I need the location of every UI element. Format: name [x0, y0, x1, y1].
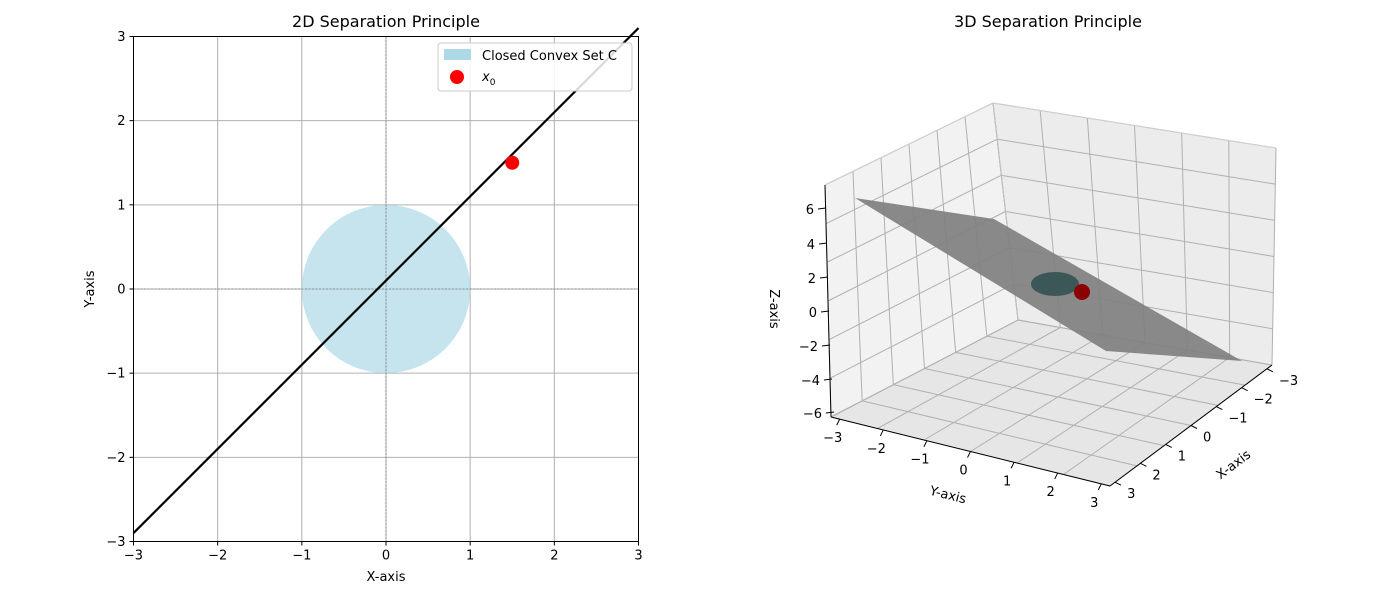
y3d-tick-mark — [923, 440, 928, 447]
z-tick-mark — [820, 310, 830, 313]
left-x-axis-label: X-axis — [367, 570, 406, 585]
left-x-ticks: −3 −2 −1 0 1 2 3 — [124, 541, 643, 564]
y3d-tick-label: 1 — [1003, 474, 1011, 489]
y-tick-label: −2 — [106, 451, 125, 466]
legend: Closed Convex Set C x0 — [437, 42, 633, 92]
x3d-tick-label: 0 — [1203, 431, 1211, 446]
right-pane-grid-line — [1228, 140, 1231, 358]
z-tick-label: −2 — [799, 340, 818, 355]
y3d-tick-mark — [1010, 462, 1015, 469]
x3d-tick-label: −2 — [1254, 393, 1273, 408]
right-y-ticks: −3 −2 −1 0 1 2 3 — [823, 418, 1102, 511]
z-tick-mark — [825, 411, 835, 414]
z-axis-label: Z-axis — [766, 289, 781, 329]
z-tick-mark — [817, 207, 827, 210]
z-tick-mark — [823, 378, 833, 381]
right-chart-title: 3D Separation Principle — [954, 12, 1142, 31]
x-tick-label: −1 — [292, 549, 311, 564]
y3d-tick-label: 2 — [1047, 485, 1055, 500]
left-chart: 2D Separation Principle −3 −2 −1 0 1 2 3 −3−2−… — [83, 12, 643, 585]
legend-swatch-convex-set — [444, 49, 471, 60]
z-tick-label: 4 — [807, 238, 815, 253]
x3d-tick-label: 1 — [1178, 449, 1186, 464]
y-tick-label: −1 — [106, 367, 125, 382]
y-tick-label: 1 — [117, 198, 125, 213]
x3d-tick-mark — [1216, 406, 1223, 411]
separating-line — [132, 27, 640, 534]
legend-label-convex-set: Closed Convex Set C — [482, 49, 617, 64]
point-x0-3d — [1074, 284, 1090, 300]
left-zero-lines — [133, 36, 639, 542]
floor-pane — [831, 320, 1272, 486]
left-chart-title: 2D Separation Principle — [292, 12, 480, 31]
z-tick-mark — [818, 242, 828, 245]
x3d-tick-mark — [1165, 443, 1172, 448]
x-tick-label: 2 — [550, 549, 558, 564]
z-tick-mark — [819, 276, 829, 279]
right-z-ticks: −6 −4 −2 0 2 4 6 — [799, 203, 835, 422]
y-axis-label-3d: Y-axis — [927, 484, 968, 508]
y3d-tick-mark — [836, 418, 841, 426]
x3d-tick-mark — [1114, 481, 1122, 486]
x3d-tick-label: 3 — [1127, 487, 1135, 502]
legend-label-x0: x0 — [481, 70, 496, 88]
z-axis-line — [824, 184, 832, 418]
left-y-axis-label: Y-axis — [83, 270, 98, 308]
x-axis-label-3d: X-axis — [1214, 447, 1254, 483]
x3d-tick-mark — [1241, 387, 1248, 392]
z-tick-label: −4 — [801, 374, 820, 389]
z-tick-label: 6 — [806, 203, 814, 218]
x3d-tick-mark — [1190, 425, 1198, 429]
y-tick-label: 0 — [117, 283, 125, 298]
legend-marker-x0 — [450, 70, 464, 84]
x3d-tick-label: 2 — [1152, 468, 1160, 483]
z-tick-mark — [821, 344, 831, 347]
y3d-tick-label: −2 — [867, 442, 886, 457]
back-left-pane — [825, 103, 1018, 417]
x3d-tick-label: −3 — [1279, 374, 1298, 389]
y3d-tick-label: 3 — [1090, 496, 1098, 511]
y3d-tick-mark — [1097, 483, 1102, 491]
y-tick-label: 2 — [117, 114, 125, 129]
y3d-tick-mark — [967, 451, 971, 458]
point-x0 — [505, 155, 520, 170]
y3d-tick-label: 0 — [959, 464, 967, 479]
y3d-tick-mark — [879, 429, 884, 437]
z-tick-label: 2 — [808, 272, 816, 287]
y3d-tick-label: −1 — [910, 453, 929, 468]
x3d-tick-mark — [1266, 368, 1274, 373]
floor-grid-line — [1063, 357, 1230, 475]
y-tick-label: −3 — [106, 535, 125, 550]
y-tick-label: 3 — [117, 30, 125, 45]
x3d-tick-mark — [1140, 462, 1147, 467]
z-tick-label: 0 — [809, 306, 817, 321]
x3d-tick-label: −1 — [1228, 412, 1247, 427]
right-pane-grid-line — [1271, 147, 1277, 366]
z-tick-label: −6 — [803, 407, 822, 422]
x-tick-label: 0 — [382, 549, 390, 564]
legend-box — [437, 42, 633, 92]
x-tick-label: 3 — [634, 549, 642, 564]
y3d-tick-mark — [1054, 472, 1059, 480]
x-tick-label: 1 — [466, 549, 474, 564]
right-x-ticks: −3 −2 −1 0 1 2 3 — [1114, 368, 1298, 502]
convex-set-sphere — [1031, 272, 1079, 296]
y3d-tick-label: −3 — [823, 431, 842, 446]
left-y-ticks: −3 −2 −1 0 1 2 3 — [106, 30, 134, 550]
x-tick-label: −3 — [124, 549, 143, 564]
x-tick-label: −2 — [208, 549, 227, 564]
